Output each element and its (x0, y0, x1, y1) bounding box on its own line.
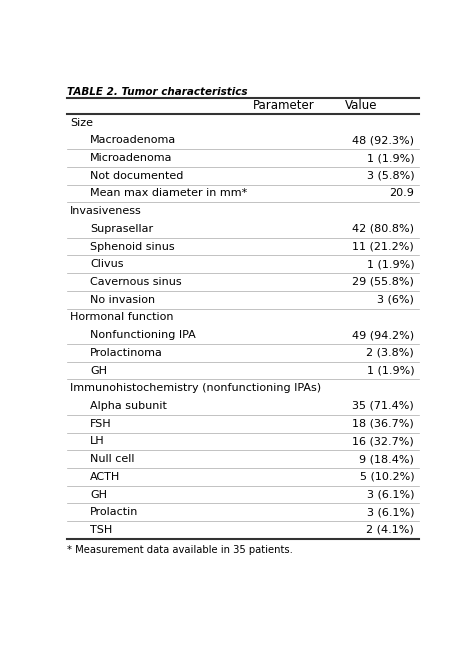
Text: 3 (6.1%): 3 (6.1%) (367, 507, 414, 517)
Text: TABLE 2. Tumor characteristics: TABLE 2. Tumor characteristics (67, 87, 247, 97)
Text: Null cell: Null cell (90, 454, 135, 464)
Text: 29 (55.8%): 29 (55.8%) (352, 277, 414, 287)
Text: 11 (21.2%): 11 (21.2%) (353, 241, 414, 251)
Text: 18 (36.7%): 18 (36.7%) (353, 419, 414, 429)
Text: Prolactin: Prolactin (90, 507, 138, 517)
Text: GH: GH (90, 366, 107, 376)
Text: Suprasellar: Suprasellar (90, 224, 154, 234)
Text: LH: LH (90, 436, 105, 446)
Text: 3 (5.8%): 3 (5.8%) (366, 171, 414, 181)
Text: Not documented: Not documented (90, 171, 183, 181)
Text: TSH: TSH (90, 525, 112, 535)
Text: FSH: FSH (90, 419, 112, 429)
Text: 3 (6%): 3 (6%) (377, 295, 414, 304)
Text: GH: GH (90, 489, 107, 499)
Text: 9 (18.4%): 9 (18.4%) (359, 454, 414, 464)
Text: Macroadenoma: Macroadenoma (90, 135, 176, 145)
Text: Mean max diameter in mm*: Mean max diameter in mm* (90, 188, 247, 198)
Text: Clivus: Clivus (90, 259, 124, 269)
Text: Alpha subunit: Alpha subunit (90, 401, 167, 411)
Text: Sphenoid sinus: Sphenoid sinus (90, 241, 175, 251)
Text: 1 (1.9%): 1 (1.9%) (366, 366, 414, 376)
Text: Microadenoma: Microadenoma (90, 153, 173, 163)
Text: Immunohistochemistry (nonfunctioning IPAs): Immunohistochemistry (nonfunctioning IPA… (70, 383, 321, 393)
Text: Prolactinoma: Prolactinoma (90, 348, 163, 358)
Text: 3 (6.1%): 3 (6.1%) (367, 489, 414, 499)
Text: No invasion: No invasion (90, 295, 155, 304)
Text: 42 (80.8%): 42 (80.8%) (352, 224, 414, 234)
Text: 2 (4.1%): 2 (4.1%) (366, 525, 414, 535)
Text: 20.9: 20.9 (389, 188, 414, 198)
Text: Parameter: Parameter (253, 99, 315, 112)
Text: 16 (32.7%): 16 (32.7%) (353, 436, 414, 446)
Text: Invasiveness: Invasiveness (70, 206, 142, 216)
Text: 5 (10.2%): 5 (10.2%) (360, 472, 414, 482)
Text: ACTH: ACTH (90, 472, 120, 482)
Text: Hormonal function: Hormonal function (70, 312, 173, 323)
Text: 49 (94.2%): 49 (94.2%) (352, 330, 414, 340)
Text: Size: Size (70, 118, 93, 128)
Text: 2 (3.8%): 2 (3.8%) (366, 348, 414, 358)
Text: Value: Value (345, 99, 378, 112)
Text: 1 (1.9%): 1 (1.9%) (366, 153, 414, 163)
Text: * Measurement data available in 35 patients.: * Measurement data available in 35 patie… (67, 545, 293, 555)
Text: 48 (92.3%): 48 (92.3%) (352, 135, 414, 145)
Text: 35 (71.4%): 35 (71.4%) (353, 401, 414, 411)
Text: 1 (1.9%): 1 (1.9%) (366, 259, 414, 269)
Text: Cavernous sinus: Cavernous sinus (90, 277, 182, 287)
Text: Nonfunctioning IPA: Nonfunctioning IPA (90, 330, 196, 340)
